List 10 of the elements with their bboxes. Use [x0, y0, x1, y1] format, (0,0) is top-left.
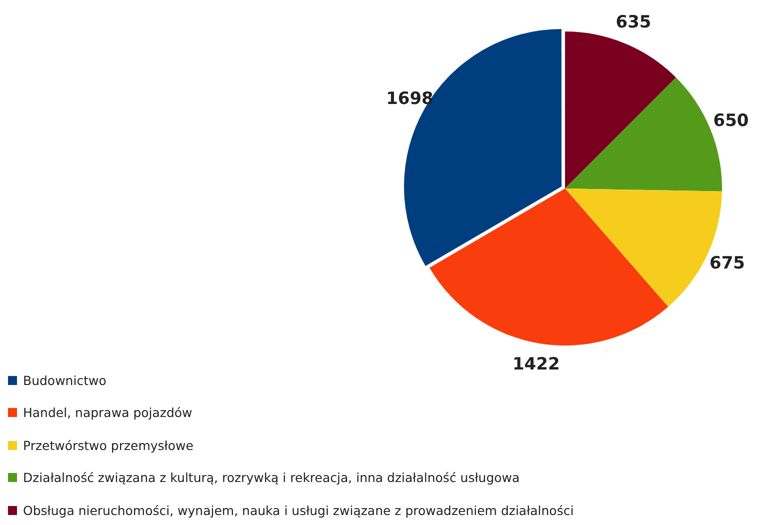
legend-label: Działalność związana z kulturą, rozrywką i rekreacja, inna działalność usługowa	[23, 470, 520, 486]
data-label: 1698	[386, 88, 434, 109]
legend-label: Przetwórstwo przemysłowe	[23, 438, 194, 453]
data-label: 635	[616, 12, 652, 33]
legend-label: Obsługa nieruchomości, wynajem, nauka i usługi związane z prowadzeniem działalności	[23, 502, 574, 518]
data-label: 650	[713, 110, 749, 131]
data-label: 1422	[512, 354, 560, 375]
legend-label: Handel, naprawa pojazdów	[23, 405, 192, 420]
data-label: 675	[710, 254, 746, 274]
legend-label: Budownictwo	[23, 372, 106, 388]
